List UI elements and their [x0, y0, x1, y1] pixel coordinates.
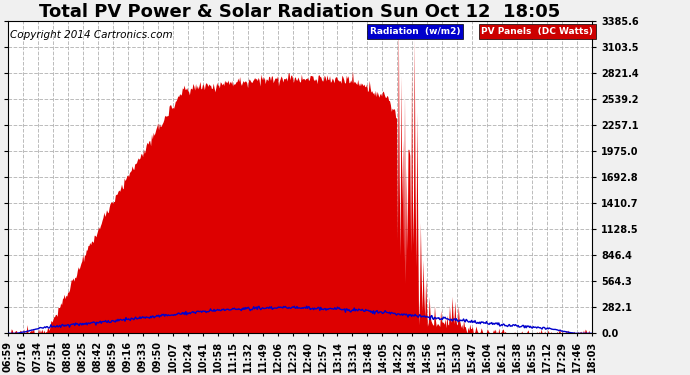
- Text: Copyright 2014 Cartronics.com: Copyright 2014 Cartronics.com: [10, 30, 172, 40]
- Text: Radiation  (w/m2): Radiation (w/m2): [370, 27, 461, 36]
- Text: PV Panels  (DC Watts): PV Panels (DC Watts): [481, 27, 593, 36]
- Title: Total PV Power & Solar Radiation Sun Oct 12  18:05: Total PV Power & Solar Radiation Sun Oct…: [39, 3, 561, 21]
